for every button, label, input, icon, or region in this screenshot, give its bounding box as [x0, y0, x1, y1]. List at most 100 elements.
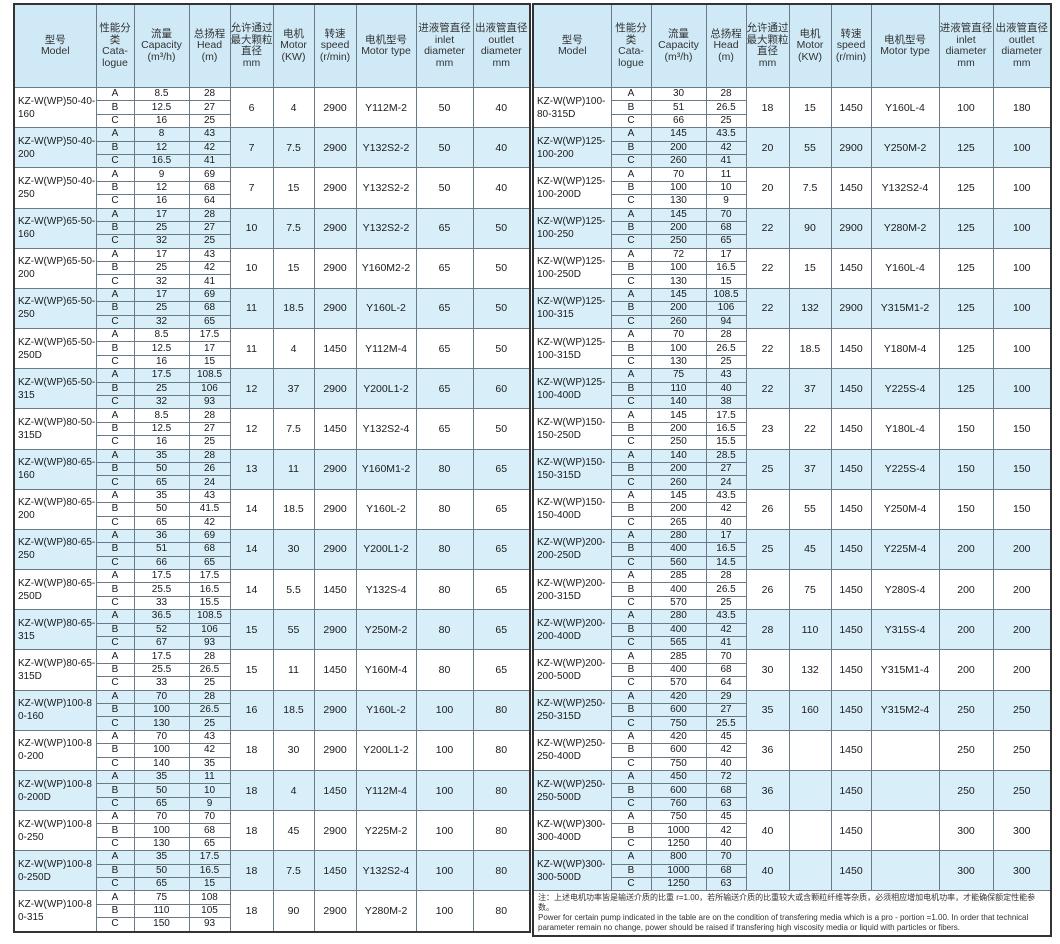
capacity-cell: 130 [650, 354, 707, 370]
capacity-cell: 16.5 [133, 153, 190, 169]
speed-cell: 2900 [313, 729, 357, 771]
capacity-cell: 280 [650, 528, 707, 544]
max-particle-cell: 14 [229, 569, 274, 611]
header-en: inlet diameter mm [945, 33, 987, 69]
inlet-diameter-cell: 150 [938, 488, 994, 530]
catalogue-cell: B [95, 743, 135, 758]
max-particle-cell: 26 [745, 488, 790, 530]
table-row: KZ-W(WP)125-100-315 A 145 108.5 22 132 2900 Y31… [532, 287, 1052, 330]
catalogue-cell: A [610, 127, 652, 142]
motor-type-cell: Y160M2-2 [355, 247, 417, 289]
motor-power-cell: 110 [788, 609, 832, 651]
model-cell: KZ-W(WP)80-65-315D [13, 649, 97, 691]
table-row: KZ-W(WP)150-150-250D A 145 17.5 23 22 1450 Y180… [532, 408, 1052, 450]
catalogue-cell: A [610, 850, 652, 865]
table-row: B 25.5 16.5 [14, 582, 530, 597]
capacity-cell: 70 [650, 167, 707, 182]
catalogue-cell: B [95, 702, 135, 718]
table-row: C 140 35 [14, 756, 530, 771]
head-cell: 93 [188, 394, 231, 410]
capacity-cell: 100 [133, 823, 190, 838]
catalogue-cell: A [610, 287, 652, 303]
head-cell: 40 [705, 756, 747, 771]
motor-power-cell: 15 [788, 247, 832, 289]
model-cell: KZ-W(WP)65-50-200 [13, 247, 97, 289]
head-cell: 94 [705, 314, 747, 330]
table-row: KZ-W(WP)300-300-500D A 800 70 40 1450 300 300 [532, 850, 1052, 892]
motor-type-cell: Y132S-4 [355, 569, 417, 611]
motor-type-cell: Y132S2-4 [355, 850, 417, 892]
capacity-cell: 70 [650, 328, 707, 343]
catalogue-cell: C [610, 756, 652, 771]
speed-cell: 2900 [313, 86, 357, 129]
motor-power-cell: 132 [788, 649, 832, 691]
capacity-cell: 200 [650, 140, 707, 155]
table-row: B 1000 42 [533, 823, 1051, 838]
motor-type-cell: Y225S-4 [870, 368, 940, 410]
catalogue-cell: B [610, 743, 652, 758]
catalogue-cell: B [95, 220, 135, 236]
motor-power-cell: 7.5 [272, 127, 315, 169]
table-row: KZ-W(WP)80-65-250 A 36 69 14 30 2900 Y200L1-2 80… [13, 528, 531, 571]
inlet-diameter-cell: 100 [938, 86, 994, 129]
table-row: B 12 42 [14, 140, 530, 155]
speed-cell: 1450 [830, 408, 872, 450]
capacity-cell: 200 [650, 461, 707, 477]
inlet-diameter-cell: 80 [415, 528, 474, 571]
header-cn: 允许通过最大颗粒直径 [746, 22, 789, 57]
head-cell: 68 [188, 180, 231, 196]
speed-cell: 2900 [313, 167, 357, 209]
table-row: KZ-W(WP)250-250-315D A 420 29 35 160 1450 Y315M… [532, 689, 1052, 731]
catalogue-cell: A [610, 609, 652, 624]
motor-power-cell: 22 [788, 408, 832, 450]
outlet-diameter-cell: 100 [992, 167, 1052, 209]
head-cell: 26.5 [705, 100, 747, 115]
inlet-diameter-cell: 100 [415, 769, 474, 812]
inlet-diameter-cell: 125 [938, 368, 994, 410]
header-cn: 流量 [668, 27, 689, 40]
catalogue-cell: C [610, 595, 652, 611]
capacity-cell: 600 [650, 783, 707, 798]
outlet-diameter-cell: 65 [472, 528, 531, 571]
model-cell: KZ-W(WP)125-100-200 [532, 127, 612, 169]
head-cell: 9 [188, 796, 231, 812]
motor-type-cell: Y132S2-4 [355, 408, 417, 450]
table-row: KZ-W(WP)100-80-315D A 30 28 18 15 1450 Y160L-4 1… [532, 86, 1052, 129]
header-inlet-diameter: 进液管直径 inlet diameter mm [938, 3, 994, 88]
capacity-cell: 16 [133, 113, 190, 129]
motor-power-cell: 7.5 [272, 408, 315, 450]
table-row: KZ-W(WP)125-100-200 A 145 43.5 20 55 2900 Y250M… [532, 127, 1052, 169]
head-cell: 26.5 [188, 702, 231, 718]
motor-power-cell: 15 [272, 167, 315, 209]
motor-type-cell: Y160M-4 [355, 649, 417, 691]
catalogue-cell: A [95, 569, 135, 584]
catalogue-cell: B [610, 783, 652, 798]
outlet-diameter-cell: 150 [992, 488, 1052, 530]
motor-type-cell: Y200L1-2 [355, 729, 417, 771]
capacity-cell: 16 [133, 194, 190, 209]
table-row: B 100 42 [14, 743, 530, 758]
outlet-diameter-cell: 80 [472, 810, 531, 852]
capacity-cell: 100 [133, 702, 190, 718]
capacity-cell: 50 [133, 461, 190, 477]
speed-cell: 1450 [830, 368, 872, 410]
catalogue-cell: B [95, 140, 135, 155]
max-particle-cell: 10 [229, 207, 274, 249]
motor-type-cell [870, 810, 940, 852]
inlet-diameter-cell: 100 [415, 810, 474, 852]
catalogue-cell: B [610, 180, 652, 196]
catalogue-cell: C [610, 877, 652, 892]
capacity-cell: 32 [133, 234, 190, 249]
head-cell: 42 [188, 743, 231, 758]
catalogue-cell: A [610, 810, 652, 825]
capacity-cell: 400 [650, 622, 707, 638]
catalogue-cell: C [95, 394, 135, 410]
outlet-diameter-cell: 60 [472, 368, 531, 410]
table-row: KZ-W(WP)80-65-200 A 35 43 14 18.5 2900 Y160L-2 8… [13, 488, 531, 530]
catalogue-cell: C [610, 796, 652, 812]
max-particle-cell: 20 [745, 127, 790, 169]
max-particle-cell: 22 [745, 247, 790, 289]
speed-cell: 2900 [830, 207, 872, 249]
model-cell: KZ-W(WP)250-250-500D [532, 769, 612, 812]
motor-type-cell: Y315M2-4 [870, 689, 940, 731]
